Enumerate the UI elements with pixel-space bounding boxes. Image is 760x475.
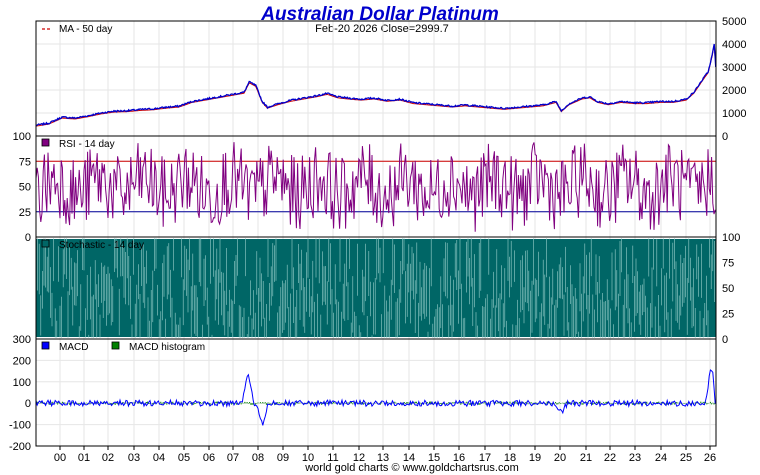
y-tick-label-stochastic: 25 <box>722 309 734 321</box>
chart-subtitle: Feb-20 2026 Close=2999.7 <box>315 23 449 35</box>
panel-rsi <box>35 135 717 238</box>
y-tick-label-stochastic: 0 <box>722 334 728 346</box>
panel-price <box>35 20 717 137</box>
chart-title: Australian Dollar Platinum <box>260 4 499 25</box>
panel-frame-macd <box>35 338 717 447</box>
x-tick-label: 22 <box>604 452 616 464</box>
x-tick-label: 11 <box>327 452 338 464</box>
x-tick-label: 04 <box>153 452 165 464</box>
x-tick-label: 19 <box>529 452 541 464</box>
x-tick-label: 16 <box>453 452 465 464</box>
x-tick-label: 00 <box>54 452 66 464</box>
y-tick-label-rsi: 25 <box>19 207 31 219</box>
legend-swatch-rsi <box>41 138 50 147</box>
y-tick-label-stochastic: 100 <box>722 232 740 244</box>
y-tick-label-price: 0 <box>722 131 728 143</box>
y-tick-label-price: 3000 <box>722 62 746 74</box>
x-tick-label: 08 <box>252 452 264 464</box>
x-tick-label: 23 <box>629 452 641 464</box>
y-tick-label-rsi: 50 <box>19 182 31 194</box>
panel-stochastic <box>35 236 717 340</box>
ma-50-line <box>35 44 716 127</box>
y-tick-label-macd: 100 <box>13 377 31 389</box>
y-tick-label-macd: -100 <box>9 420 31 432</box>
price-line <box>35 43 717 127</box>
x-tick-label: 01 <box>78 452 90 464</box>
panel-frame-price <box>35 20 717 137</box>
y-tick-label-rsi: 75 <box>19 156 31 168</box>
x-tick-label: 07 <box>227 452 239 464</box>
legend-label-price: MA - 50 day <box>59 24 112 35</box>
y-tick-label-macd: -200 <box>9 441 31 453</box>
x-tick-label: 21 <box>580 452 592 464</box>
x-tick-label: 25 <box>680 452 692 464</box>
x-tick-label: 15 <box>428 452 440 464</box>
x-tick-label: 17 <box>479 452 491 464</box>
y-tick-label-price: 2000 <box>722 85 746 97</box>
legend-label-macd: MACD <box>59 342 88 353</box>
legend-swatch-macd <box>111 341 120 350</box>
y-tick-label-macd: 300 <box>13 334 31 346</box>
rsi-line <box>35 142 716 232</box>
panel-macd <box>35 338 717 447</box>
y-tick-label-stochastic: 50 <box>722 283 734 295</box>
y-tick-label-rsi: 0 <box>25 232 31 244</box>
y-tick-label-macd: 0 <box>25 398 31 410</box>
y-tick-label-stochastic: 75 <box>722 258 734 270</box>
x-tick-label: 02 <box>102 452 114 464</box>
y-tick-label-price: 5000 <box>722 16 746 28</box>
x-tick-label: 06 <box>203 452 215 464</box>
macd-line <box>35 369 716 426</box>
y-tick-label-price: 1000 <box>722 108 746 120</box>
y-tick-label-rsi: 100 <box>13 131 31 143</box>
x-tick-label: 03 <box>128 452 140 464</box>
x-tick-label: 14 <box>403 452 415 464</box>
x-tick-label: 24 <box>655 452 667 464</box>
legend-swatch-macd <box>41 341 50 350</box>
legend-label-rsi: RSI - 14 day <box>59 139 115 150</box>
x-tick-label: 13 <box>377 452 389 464</box>
legend-label-macd: MACD histogram <box>129 342 205 353</box>
x-axis <box>59 446 711 450</box>
x-tick-label: 12 <box>353 452 365 464</box>
chart-footer: world gold charts © www.goldchartsrus.co… <box>304 462 519 474</box>
x-tick-label: 26 <box>704 452 716 464</box>
legend-label-stochastic: Stochastic - 14 day <box>59 240 144 251</box>
x-tick-label: 18 <box>504 452 516 464</box>
x-tick-label: 09 <box>277 452 289 464</box>
legend-swatch-stochastic <box>41 239 50 248</box>
y-tick-label-macd: 200 <box>13 355 31 367</box>
x-tick-label: 05 <box>178 452 190 464</box>
x-tick-label: 20 <box>554 452 566 464</box>
y-tick-label-price: 4000 <box>722 39 746 51</box>
x-tick-label: 10 <box>302 452 314 464</box>
stochastic-band <box>36 239 716 337</box>
